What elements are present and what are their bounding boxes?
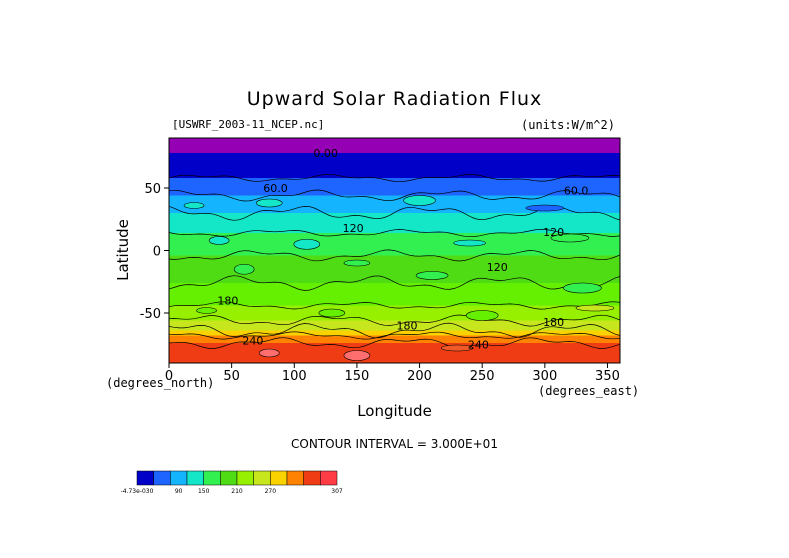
x-axis: 0 50 100 150 200 250 300 350	[165, 363, 620, 384]
chart-title: Upward Solar Radiation Flux	[246, 88, 543, 110]
contour-patch-7	[550, 233, 590, 243]
contour-texture	[168, 173, 621, 361]
colorbar-segment-1	[153, 470, 171, 486]
contour-label-layer: 0.00 60.0 60.0 120 120 120 180 180 180 240 240	[217, 147, 588, 351]
band-2	[169, 178, 620, 196]
contour-patch-12	[196, 307, 217, 314]
contour-patch-6	[453, 239, 486, 247]
contour-patch-2	[403, 195, 436, 206]
contour-patch-9	[343, 259, 371, 267]
contour-label-5: 120	[487, 261, 508, 274]
band-5	[169, 233, 620, 256]
colorbar: -4.73e-030 90 150 210 270 307	[121, 470, 343, 495]
contour-label-7: 180	[397, 320, 418, 333]
x-tick-label-300: 300	[532, 369, 557, 384]
y-tick-label--50: -50	[140, 307, 161, 322]
contour-label-8: 180	[543, 316, 564, 329]
contour-line-10	[168, 337, 621, 349]
x-axis-title: Longitude	[357, 402, 432, 420]
band-7	[169, 283, 620, 306]
contour-line-6	[168, 301, 621, 310]
contour-patch-4	[208, 236, 230, 245]
contour-patch-15	[575, 304, 615, 312]
contour-patch-8	[233, 263, 255, 275]
contour-label-10: 240	[468, 338, 489, 351]
x-tick-label-200: 200	[407, 369, 432, 384]
contour-line-5	[168, 275, 621, 291]
x-tick-label-50: 50	[223, 369, 240, 384]
colorbar-segment-2	[170, 470, 188, 486]
contour-interval-label: CONTOUR INTERVAL = 3.000E+01	[291, 437, 498, 451]
contour-line-7	[168, 314, 621, 327]
colorbar-segment-6	[236, 470, 254, 486]
contour-patch-11	[563, 282, 602, 294]
band-9	[169, 320, 620, 331]
y-axis: 50 0 -50	[140, 182, 169, 322]
x-tick-label-100: 100	[282, 369, 307, 384]
contour-patch-16	[258, 348, 280, 358]
contour-line-0	[168, 173, 621, 183]
contour-patch-5	[293, 238, 321, 250]
y-tick-label-0: 0	[153, 245, 161, 260]
band-8	[169, 305, 620, 321]
contour-line-8	[168, 322, 621, 339]
y-unit-label: (degrees_north)	[106, 376, 215, 390]
contour-label-6: 180	[217, 295, 238, 308]
contour-patch-14	[465, 310, 499, 321]
colorbar-segment-11	[320, 470, 338, 486]
x-tick-label-0: 0	[165, 369, 173, 384]
source-file-label: [USWRF_2003-11_NCEP.nc]	[172, 118, 325, 131]
contour-patch-1	[255, 198, 283, 208]
contour-line-3	[168, 228, 621, 238]
y-axis-title: Latitude	[114, 219, 132, 281]
colorbar-segment-3	[186, 470, 204, 486]
band-0	[169, 138, 620, 154]
colorbar-label-1: 90	[175, 488, 183, 495]
contour-patch-0	[183, 202, 205, 209]
colorbar-segment-4	[203, 470, 221, 486]
x-unit-label: (degrees_east)	[538, 384, 640, 398]
contour-patch-17	[343, 350, 371, 361]
band-11	[169, 335, 620, 344]
contour-line-4	[168, 249, 621, 262]
colorbar-label-0: -4.73e-030	[121, 488, 154, 495]
contour-patch-13	[318, 308, 346, 318]
colorbar-segment-7	[253, 470, 271, 486]
band-12	[169, 343, 620, 364]
band-10	[169, 330, 620, 336]
band-1	[169, 153, 620, 179]
band-3	[169, 195, 620, 214]
units-label: (units:W/m^2)	[521, 118, 615, 132]
contour-patch-10	[415, 271, 449, 280]
contour-label-1: 60.0	[263, 182, 288, 195]
colorbar-label-4: 270	[265, 488, 277, 495]
colorbar-segment-9	[286, 470, 304, 486]
contour-label-4: 120	[543, 226, 564, 239]
colorbar-segment-10	[303, 470, 321, 486]
contour-patch-3	[525, 204, 565, 212]
colorbar-segment-5	[220, 470, 238, 486]
x-tick-label-150: 150	[345, 369, 370, 384]
y-tick-label-50: 50	[144, 182, 161, 197]
contour-label-2: 60.0	[564, 185, 589, 198]
contour-line-1	[168, 189, 621, 202]
colorbar-label-3: 210	[231, 488, 243, 495]
contour-label-9: 240	[242, 335, 263, 348]
colorbar-segment-0	[136, 470, 154, 486]
colorbar-label-5: 307	[331, 488, 343, 495]
band-4	[169, 213, 620, 234]
x-tick-label-350: 350	[595, 369, 620, 384]
contour-line-9	[168, 331, 621, 340]
contour-label-0: 0.00	[313, 147, 338, 160]
contour-label-3: 120	[343, 222, 364, 235]
colorbar-label-2: 150	[198, 488, 210, 495]
plot-area	[169, 138, 620, 364]
colorbar-segment-8	[270, 470, 288, 486]
x-tick-label-250: 250	[470, 369, 495, 384]
contour-patch-18	[440, 344, 474, 352]
